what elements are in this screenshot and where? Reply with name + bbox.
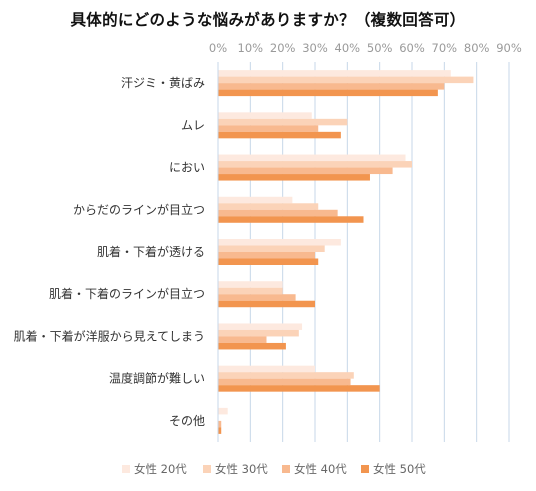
x-tick-label: 60% bbox=[399, 41, 425, 55]
x-tick-label: 30% bbox=[302, 41, 328, 55]
bar bbox=[218, 154, 406, 162]
legend-label: 女性 20代 bbox=[134, 462, 187, 476]
x-tick-label: 0% bbox=[209, 41, 227, 55]
legend-swatch bbox=[361, 465, 369, 473]
x-tick-label: 90% bbox=[496, 41, 522, 55]
bar bbox=[218, 112, 312, 119]
bar bbox=[218, 216, 364, 223]
bar bbox=[218, 258, 319, 265]
bar bbox=[218, 281, 283, 288]
bar bbox=[218, 365, 315, 373]
bar bbox=[218, 294, 296, 301]
bar bbox=[218, 300, 315, 308]
bar bbox=[218, 118, 348, 126]
bar bbox=[218, 342, 286, 350]
legend-label: 女性 40代 bbox=[294, 462, 347, 476]
bar bbox=[218, 167, 393, 175]
legend-swatch bbox=[203, 465, 211, 473]
bar bbox=[218, 427, 222, 434]
bar bbox=[218, 287, 283, 295]
x-tick-label: 20% bbox=[270, 41, 296, 55]
bar bbox=[218, 131, 341, 139]
x-tick-label: 70% bbox=[432, 41, 458, 55]
bar bbox=[218, 329, 299, 337]
x-tick-label: 40% bbox=[335, 41, 361, 55]
legend-label: 女性 30代 bbox=[215, 462, 268, 476]
bar bbox=[218, 203, 319, 210]
category-label: 肌着・下着が洋服から見えてしまう bbox=[14, 328, 205, 343]
category-label: におい bbox=[169, 161, 205, 175]
chart-title: 具体的にどのような悩みがありますか？（複数回答可） bbox=[70, 11, 466, 29]
bar bbox=[218, 420, 222, 428]
x-tick-label: 10% bbox=[238, 41, 264, 55]
bar bbox=[218, 76, 474, 84]
bar bbox=[218, 70, 451, 77]
category-label: ムレ bbox=[181, 118, 205, 132]
x-tick-label: 80% bbox=[464, 41, 490, 55]
bar bbox=[218, 83, 445, 90]
category-label: からだのラインが目立つ bbox=[73, 202, 205, 217]
bar bbox=[218, 378, 351, 386]
legend-swatch bbox=[122, 465, 130, 473]
category-label: その他 bbox=[169, 414, 205, 428]
bar bbox=[218, 323, 303, 330]
legend-swatch bbox=[282, 465, 290, 473]
bar bbox=[218, 336, 267, 343]
category-label: 温度調節が難しい bbox=[109, 371, 205, 386]
bar bbox=[218, 125, 319, 132]
bar bbox=[218, 252, 315, 259]
bar bbox=[218, 209, 338, 217]
legend-label: 女性 50代 bbox=[373, 462, 426, 476]
bar bbox=[218, 372, 354, 379]
bar bbox=[218, 174, 370, 181]
bar bbox=[218, 239, 341, 246]
bar bbox=[218, 161, 412, 168]
category-label: 肌着・下着のラインが目立つ bbox=[49, 286, 205, 301]
bar bbox=[218, 407, 228, 415]
bar bbox=[218, 245, 325, 252]
bar bbox=[218, 196, 293, 204]
category-label: 肌着・下着が透ける bbox=[97, 244, 205, 259]
bar bbox=[218, 385, 380, 392]
category-label: 汗ジミ・黄ばみ bbox=[121, 76, 205, 90]
bar bbox=[218, 89, 438, 97]
x-tick-label: 50% bbox=[367, 41, 393, 55]
